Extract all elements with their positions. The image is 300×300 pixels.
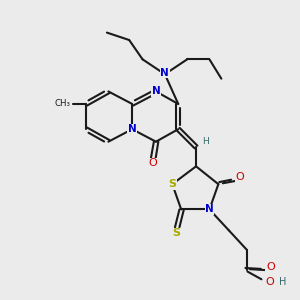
Text: S: S	[168, 179, 176, 189]
Text: O: O	[236, 172, 244, 182]
Text: H: H	[202, 137, 209, 146]
Text: H: H	[279, 277, 286, 287]
Text: N: N	[152, 86, 160, 96]
Text: N: N	[128, 124, 136, 134]
Text: O: O	[266, 262, 275, 272]
Text: N: N	[160, 68, 169, 78]
Text: O: O	[148, 158, 157, 168]
Text: S: S	[173, 228, 181, 238]
Text: N: N	[205, 204, 214, 214]
Text: O: O	[266, 277, 274, 287]
Text: CH₃: CH₃	[54, 99, 70, 108]
